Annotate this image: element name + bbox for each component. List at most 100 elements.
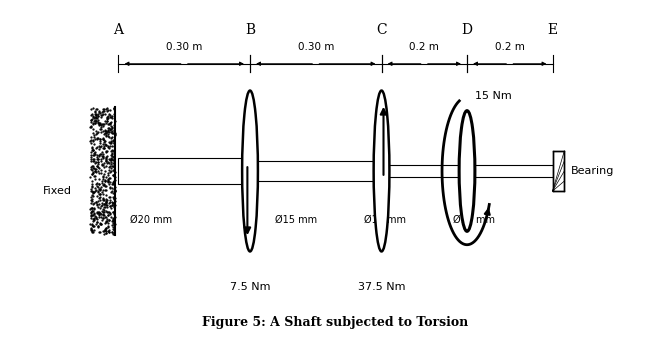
Bar — [244, 156, 256, 186]
Point — [101, 183, 111, 189]
Point — [97, 149, 107, 154]
Point — [100, 231, 111, 236]
Point — [108, 230, 119, 236]
Point — [99, 160, 110, 166]
Point — [91, 187, 101, 192]
Point — [108, 203, 119, 209]
Point — [94, 170, 105, 176]
Point — [85, 227, 96, 233]
Text: Ø15 mm: Ø15 mm — [275, 214, 317, 225]
Point — [87, 221, 98, 226]
Point — [85, 212, 96, 218]
Point — [86, 227, 97, 232]
Point — [86, 200, 97, 205]
Point — [94, 121, 105, 127]
Point — [105, 204, 115, 209]
Point — [94, 202, 105, 207]
Point — [88, 223, 99, 229]
Point — [92, 135, 103, 141]
Point — [109, 196, 119, 202]
Point — [109, 112, 119, 117]
Point — [95, 187, 105, 192]
Point — [109, 186, 119, 192]
Point — [98, 128, 109, 133]
Point — [90, 160, 101, 165]
Point — [110, 222, 121, 227]
Point — [87, 181, 97, 187]
Point — [89, 227, 99, 233]
Point — [103, 228, 113, 234]
Point — [107, 230, 118, 235]
Point — [109, 106, 119, 111]
Point — [92, 219, 103, 224]
Point — [91, 217, 102, 222]
Point — [103, 128, 113, 133]
Point — [87, 229, 98, 235]
Point — [85, 134, 96, 140]
Point — [93, 119, 103, 125]
Point — [109, 222, 119, 228]
Point — [95, 221, 106, 226]
Point — [108, 172, 119, 177]
Point — [87, 189, 98, 195]
Point — [103, 170, 113, 175]
Point — [101, 118, 112, 123]
Point — [92, 130, 103, 135]
Point — [99, 227, 110, 233]
Point — [95, 136, 105, 142]
Point — [105, 141, 115, 146]
Ellipse shape — [459, 111, 475, 231]
Point — [86, 123, 97, 129]
Point — [89, 118, 100, 123]
Point — [95, 188, 105, 193]
Point — [91, 199, 102, 205]
Point — [107, 181, 117, 186]
Point — [102, 212, 113, 218]
Point — [91, 106, 102, 111]
Point — [105, 139, 116, 144]
Point — [99, 179, 110, 184]
Point — [104, 167, 115, 173]
Point — [104, 156, 115, 161]
Point — [92, 153, 103, 158]
Point — [98, 216, 109, 221]
Point — [90, 169, 101, 174]
Point — [93, 199, 103, 204]
Text: 15 Nm: 15 Nm — [475, 91, 512, 101]
Point — [103, 132, 114, 137]
Point — [85, 113, 96, 118]
Point — [86, 117, 97, 123]
Point — [104, 126, 115, 131]
Point — [104, 217, 115, 223]
Point — [103, 228, 114, 233]
Point — [108, 216, 119, 221]
Point — [101, 153, 112, 158]
Point — [88, 191, 99, 196]
Point — [88, 157, 99, 162]
Point — [97, 210, 108, 215]
Point — [92, 156, 103, 161]
Point — [86, 205, 97, 210]
Point — [95, 195, 106, 200]
Point — [109, 130, 120, 135]
Point — [91, 163, 102, 169]
Point — [89, 223, 99, 229]
Point — [102, 225, 113, 230]
Point — [89, 115, 100, 120]
Point — [101, 130, 111, 136]
Point — [97, 189, 108, 195]
Point — [101, 108, 112, 114]
Point — [87, 224, 98, 229]
Point — [101, 154, 111, 159]
Point — [108, 211, 119, 216]
Point — [109, 196, 120, 201]
Point — [105, 128, 116, 133]
Point — [92, 155, 103, 160]
Point — [91, 214, 102, 220]
Point — [109, 204, 120, 210]
Point — [98, 108, 109, 114]
Point — [86, 164, 97, 170]
Point — [109, 133, 120, 138]
Point — [92, 201, 103, 207]
Point — [107, 157, 118, 163]
